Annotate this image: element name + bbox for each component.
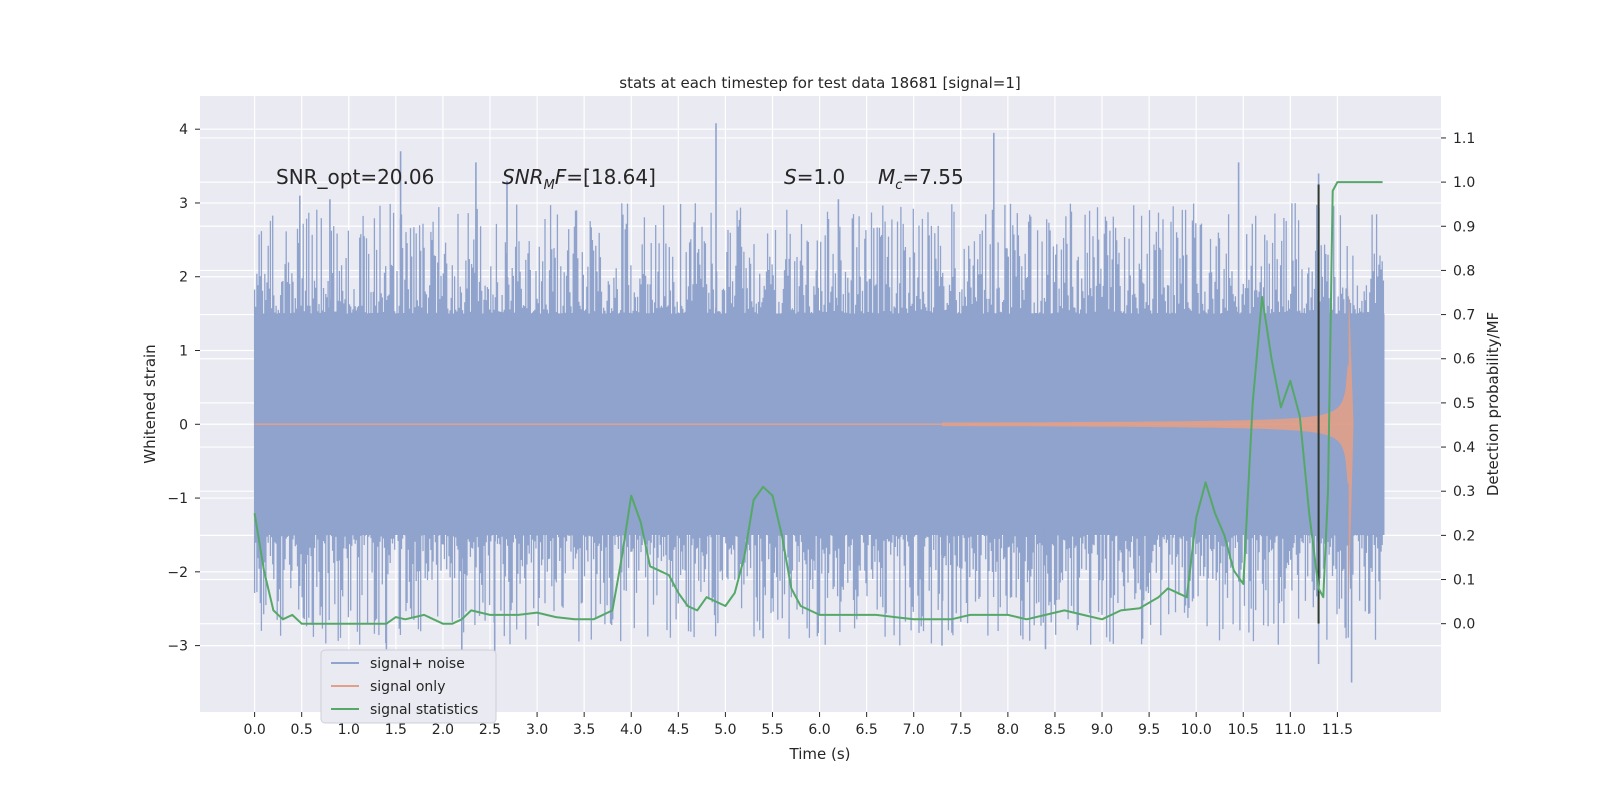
y2-tick-label: 1.1 [1453,131,1475,147]
x-tick-label: 3.0 [526,722,548,738]
annotation-snr-mf: SNRMF=[18.64] [502,165,656,193]
y-axis-left: 4 3 2 1 0 −1 −2 −3 [167,122,200,655]
x-tick-label: 10.5 [1228,722,1259,738]
x-tick-label: 6.5 [856,722,878,738]
plot-area [253,123,1385,683]
y2-tick-label: 0.8 [1453,263,1475,279]
y2-tick-label: 0.2 [1453,528,1475,544]
x-tick-label: 10.0 [1181,722,1212,738]
x-tick-label: 5.5 [761,722,783,738]
y-axis-right: 1.1 1.0 0.9 0.8 0.7 0.6 0.5 0.4 0.3 0.2 0.1 0.0 [1441,131,1475,633]
x-tick-label: 0.5 [291,722,313,738]
y2-tick-label: 0.4 [1453,440,1475,456]
y2-tick-label: 0.6 [1453,352,1475,368]
x-tick-label: 7.0 [903,722,925,738]
x-tick-label: 8.5 [1044,722,1066,738]
chart-title: stats at each timestep for test data 186… [619,74,1020,92]
y-tick-label: 3 [179,196,188,212]
y2-tick-label: 0.1 [1453,573,1475,589]
y-tick-label: 1 [179,344,188,360]
x-tick-label: 5.0 [714,722,736,738]
legend-box [320,649,497,724]
x-axis-label: Time (s) [789,745,851,763]
y-tick-label: −1 [167,491,188,507]
y-tick-label: −3 [167,639,188,655]
y-tick-label: 2 [179,270,188,286]
legend-label-noise: signal+ noise [370,656,465,672]
y2-axis-label: Detection probability/MF [1484,312,1502,496]
y2-tick-label: 0.7 [1453,308,1475,324]
x-tick-label: 1.0 [338,722,360,738]
series-signal-statistics [253,181,1383,625]
legend: signal+ noise signal only signal statist… [320,649,497,724]
x-tick-label: 7.5 [950,722,972,738]
x-tick-label: 2.5 [479,722,501,738]
y2-tick-label: 0.3 [1453,484,1475,500]
annotation-s: S=1.0 [784,165,845,189]
y2-tick-label: 0.0 [1453,617,1475,633]
series-signal-only [254,284,1354,607]
x-tick-label: 9.0 [1091,722,1113,738]
y2-tick-label: 0.9 [1453,219,1475,235]
legend-label-signal: signal only [370,679,445,695]
y-tick-label: −2 [167,565,188,581]
x-tick-label: 0.0 [243,722,265,738]
x-tick-label: 3.5 [573,722,595,738]
x-tick-label: 6.0 [808,722,830,738]
x-tick-label: 8.0 [997,722,1019,738]
noise-trace [253,203,1385,646]
y-axis-label: Whitened strain [141,344,159,463]
annotation-snr-opt: SNR_opt=20.06 [276,165,434,189]
y-tick-label: 4 [179,122,188,138]
x-axis: 0.0 0.5 1.0 1.5 2.0 2.5 3.0 3.5 4.0 4.5 5.0 5.5 6.0 6… [243,712,1353,738]
x-tick-label: 4.0 [620,722,642,738]
annotation-mc: Mc=7.55 [878,165,964,193]
y2-tick-label: 1.0 [1453,175,1475,191]
x-tick-label: 11.5 [1322,722,1353,738]
y-tick-label: 0 [179,417,188,433]
y2-tick-label: 0.5 [1453,396,1475,412]
x-tick-label: 4.5 [667,722,689,738]
x-tick-label: 11.0 [1275,722,1306,738]
x-tick-label: 1.5 [385,722,407,738]
x-tick-label: 2.0 [432,722,454,738]
x-tick-label: 9.5 [1138,722,1160,738]
legend-label-statistics: signal statistics [370,702,478,718]
